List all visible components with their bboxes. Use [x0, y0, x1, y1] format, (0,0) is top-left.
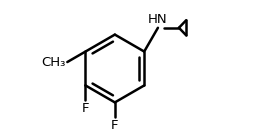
Text: HN: HN [148, 13, 168, 26]
Text: CH₃: CH₃ [41, 55, 66, 68]
Text: F: F [111, 119, 119, 132]
Text: F: F [82, 102, 89, 115]
